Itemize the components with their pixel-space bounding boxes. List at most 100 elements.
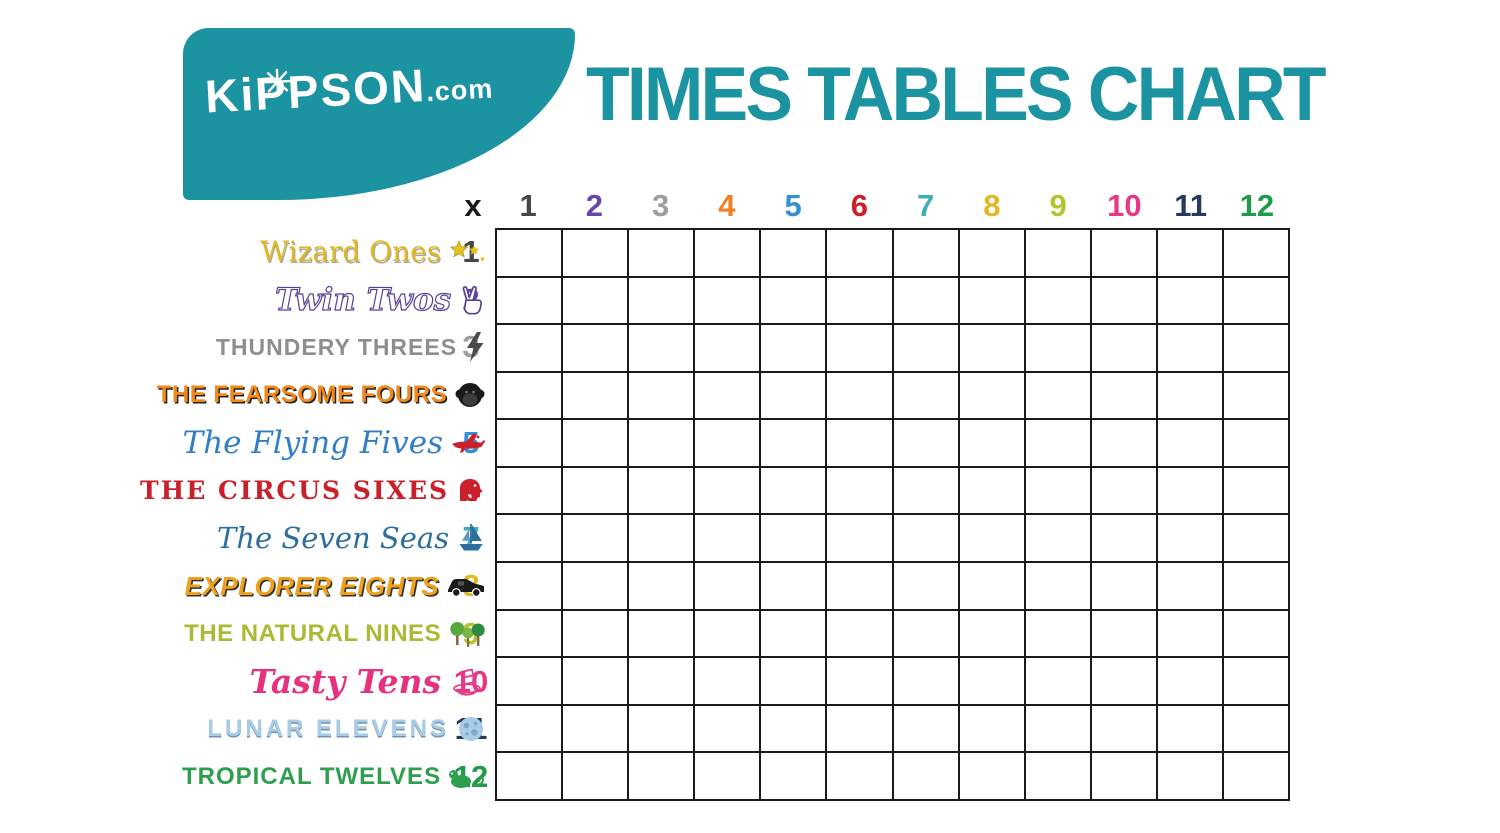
grid-cell (1090, 704, 1157, 753)
grid-cell (694, 562, 761, 610)
column-header: 10 (1107, 188, 1142, 223)
grid-cell (628, 752, 695, 800)
grid-cell (826, 657, 893, 705)
grid-cell (1090, 371, 1157, 420)
grid-cell (1222, 324, 1289, 372)
column-header: 9 (1049, 188, 1067, 223)
grid-cell (1222, 276, 1289, 325)
grid-cell (826, 276, 893, 325)
column-header: 11 (1174, 188, 1208, 223)
grid-cell (562, 229, 629, 277)
grid-cell (892, 704, 959, 753)
grid-cell (1156, 419, 1223, 467)
grid-cell (958, 324, 1025, 372)
grid-cell (892, 514, 959, 563)
times-table-grid (495, 228, 1290, 801)
grid-cell (1024, 324, 1091, 372)
grid-cell (892, 466, 959, 515)
grid-cell (958, 419, 1025, 467)
grid-cell (496, 466, 563, 515)
grid-cell (958, 514, 1025, 563)
grid-cell (1024, 657, 1091, 705)
grid-cell (892, 229, 959, 277)
grid-cell (496, 514, 563, 563)
grid-cell (1156, 562, 1223, 610)
column-header: 4 (718, 188, 736, 223)
grid-cell (892, 609, 959, 658)
column-header: 12 (1239, 188, 1275, 223)
gorilla-icon (454, 381, 486, 409)
grid-cell (1156, 752, 1223, 800)
column-header: 8 (983, 188, 1001, 223)
grid-cell (892, 562, 959, 610)
grid-cell (760, 514, 827, 563)
grid-cell (1156, 371, 1223, 420)
row-label-text: THE NATURAL NINES (184, 619, 442, 647)
peace-sign-icon (458, 284, 486, 316)
grid-cell (562, 466, 629, 515)
sparkle-icon (263, 51, 292, 106)
grid-cell (826, 514, 893, 563)
grid-cell (1090, 609, 1157, 658)
row-number: 1 (462, 233, 480, 269)
grid-cell (826, 562, 893, 610)
grid-cell (1024, 514, 1091, 563)
grid-cell (1222, 419, 1289, 467)
grid-cell (1090, 752, 1157, 800)
monkey-icon (448, 764, 486, 790)
grid-cell (694, 657, 761, 705)
grid-cell (1156, 466, 1223, 515)
grid-cell (496, 371, 563, 420)
grid-cell (958, 562, 1025, 610)
grid-cell (958, 704, 1025, 753)
column-headers: 1 2 3 4 5 6 7 8 9 10 11 12 (495, 186, 1290, 226)
grid-cell (1090, 229, 1157, 277)
grid-cell (496, 609, 563, 658)
row-label-text: THE FEARSOME FOURS (156, 381, 448, 409)
airplane-icon (450, 431, 486, 455)
grid-cell (892, 324, 959, 372)
row-label-text: TROPICAL TWELVES (181, 763, 442, 791)
row-label: Tasty Tens (140, 658, 486, 706)
grid-cell (826, 752, 893, 800)
grid-cell (694, 276, 761, 325)
column-header: 5 (784, 188, 802, 223)
brand-logo-link[interactable]: KiPPSON.com (204, 54, 495, 123)
row-label: LUNAR ELEVENS (140, 706, 486, 754)
sailboat-icon (456, 522, 486, 554)
row-label-text: The Seven Seas (217, 521, 450, 556)
grid-cell (1024, 752, 1091, 800)
grid-cell (958, 276, 1025, 325)
grid-cell (892, 419, 959, 467)
grid-cell (562, 371, 629, 420)
grid-cell (628, 324, 695, 372)
grid-cell (496, 276, 563, 325)
grid-cell (760, 704, 827, 753)
grid-cell (892, 371, 959, 420)
grid-cell (1024, 466, 1091, 515)
row-label: THUNDERY THREES (140, 324, 486, 372)
row-label-text: Wizard Ones (260, 235, 442, 269)
row-label-text: EXPLORER EIGHTS (184, 570, 440, 601)
grid-cell (958, 752, 1025, 800)
row-label-text: Tasty Tens (249, 662, 442, 702)
grid-cell (562, 419, 629, 467)
column-header: 3 (652, 188, 670, 223)
row-label: The Seven Seas (140, 515, 486, 563)
grid-cell (694, 752, 761, 800)
grid-cell (628, 371, 695, 420)
grid-cell (1090, 562, 1157, 610)
grid-cell (826, 371, 893, 420)
grid-cell (628, 466, 695, 515)
column-header: 6 (850, 188, 868, 223)
grid-cell (1222, 609, 1289, 658)
grid-cell (892, 276, 959, 325)
multiply-corner-label: x (464, 188, 482, 223)
row-label-text: LUNAR ELEVENS (207, 715, 450, 743)
grid-cell (826, 609, 893, 658)
grid-cell (958, 466, 1025, 515)
grid-cell (628, 562, 695, 610)
grid-cell (1156, 704, 1223, 753)
grid-cell (496, 419, 563, 467)
grid-cell (1090, 419, 1157, 467)
